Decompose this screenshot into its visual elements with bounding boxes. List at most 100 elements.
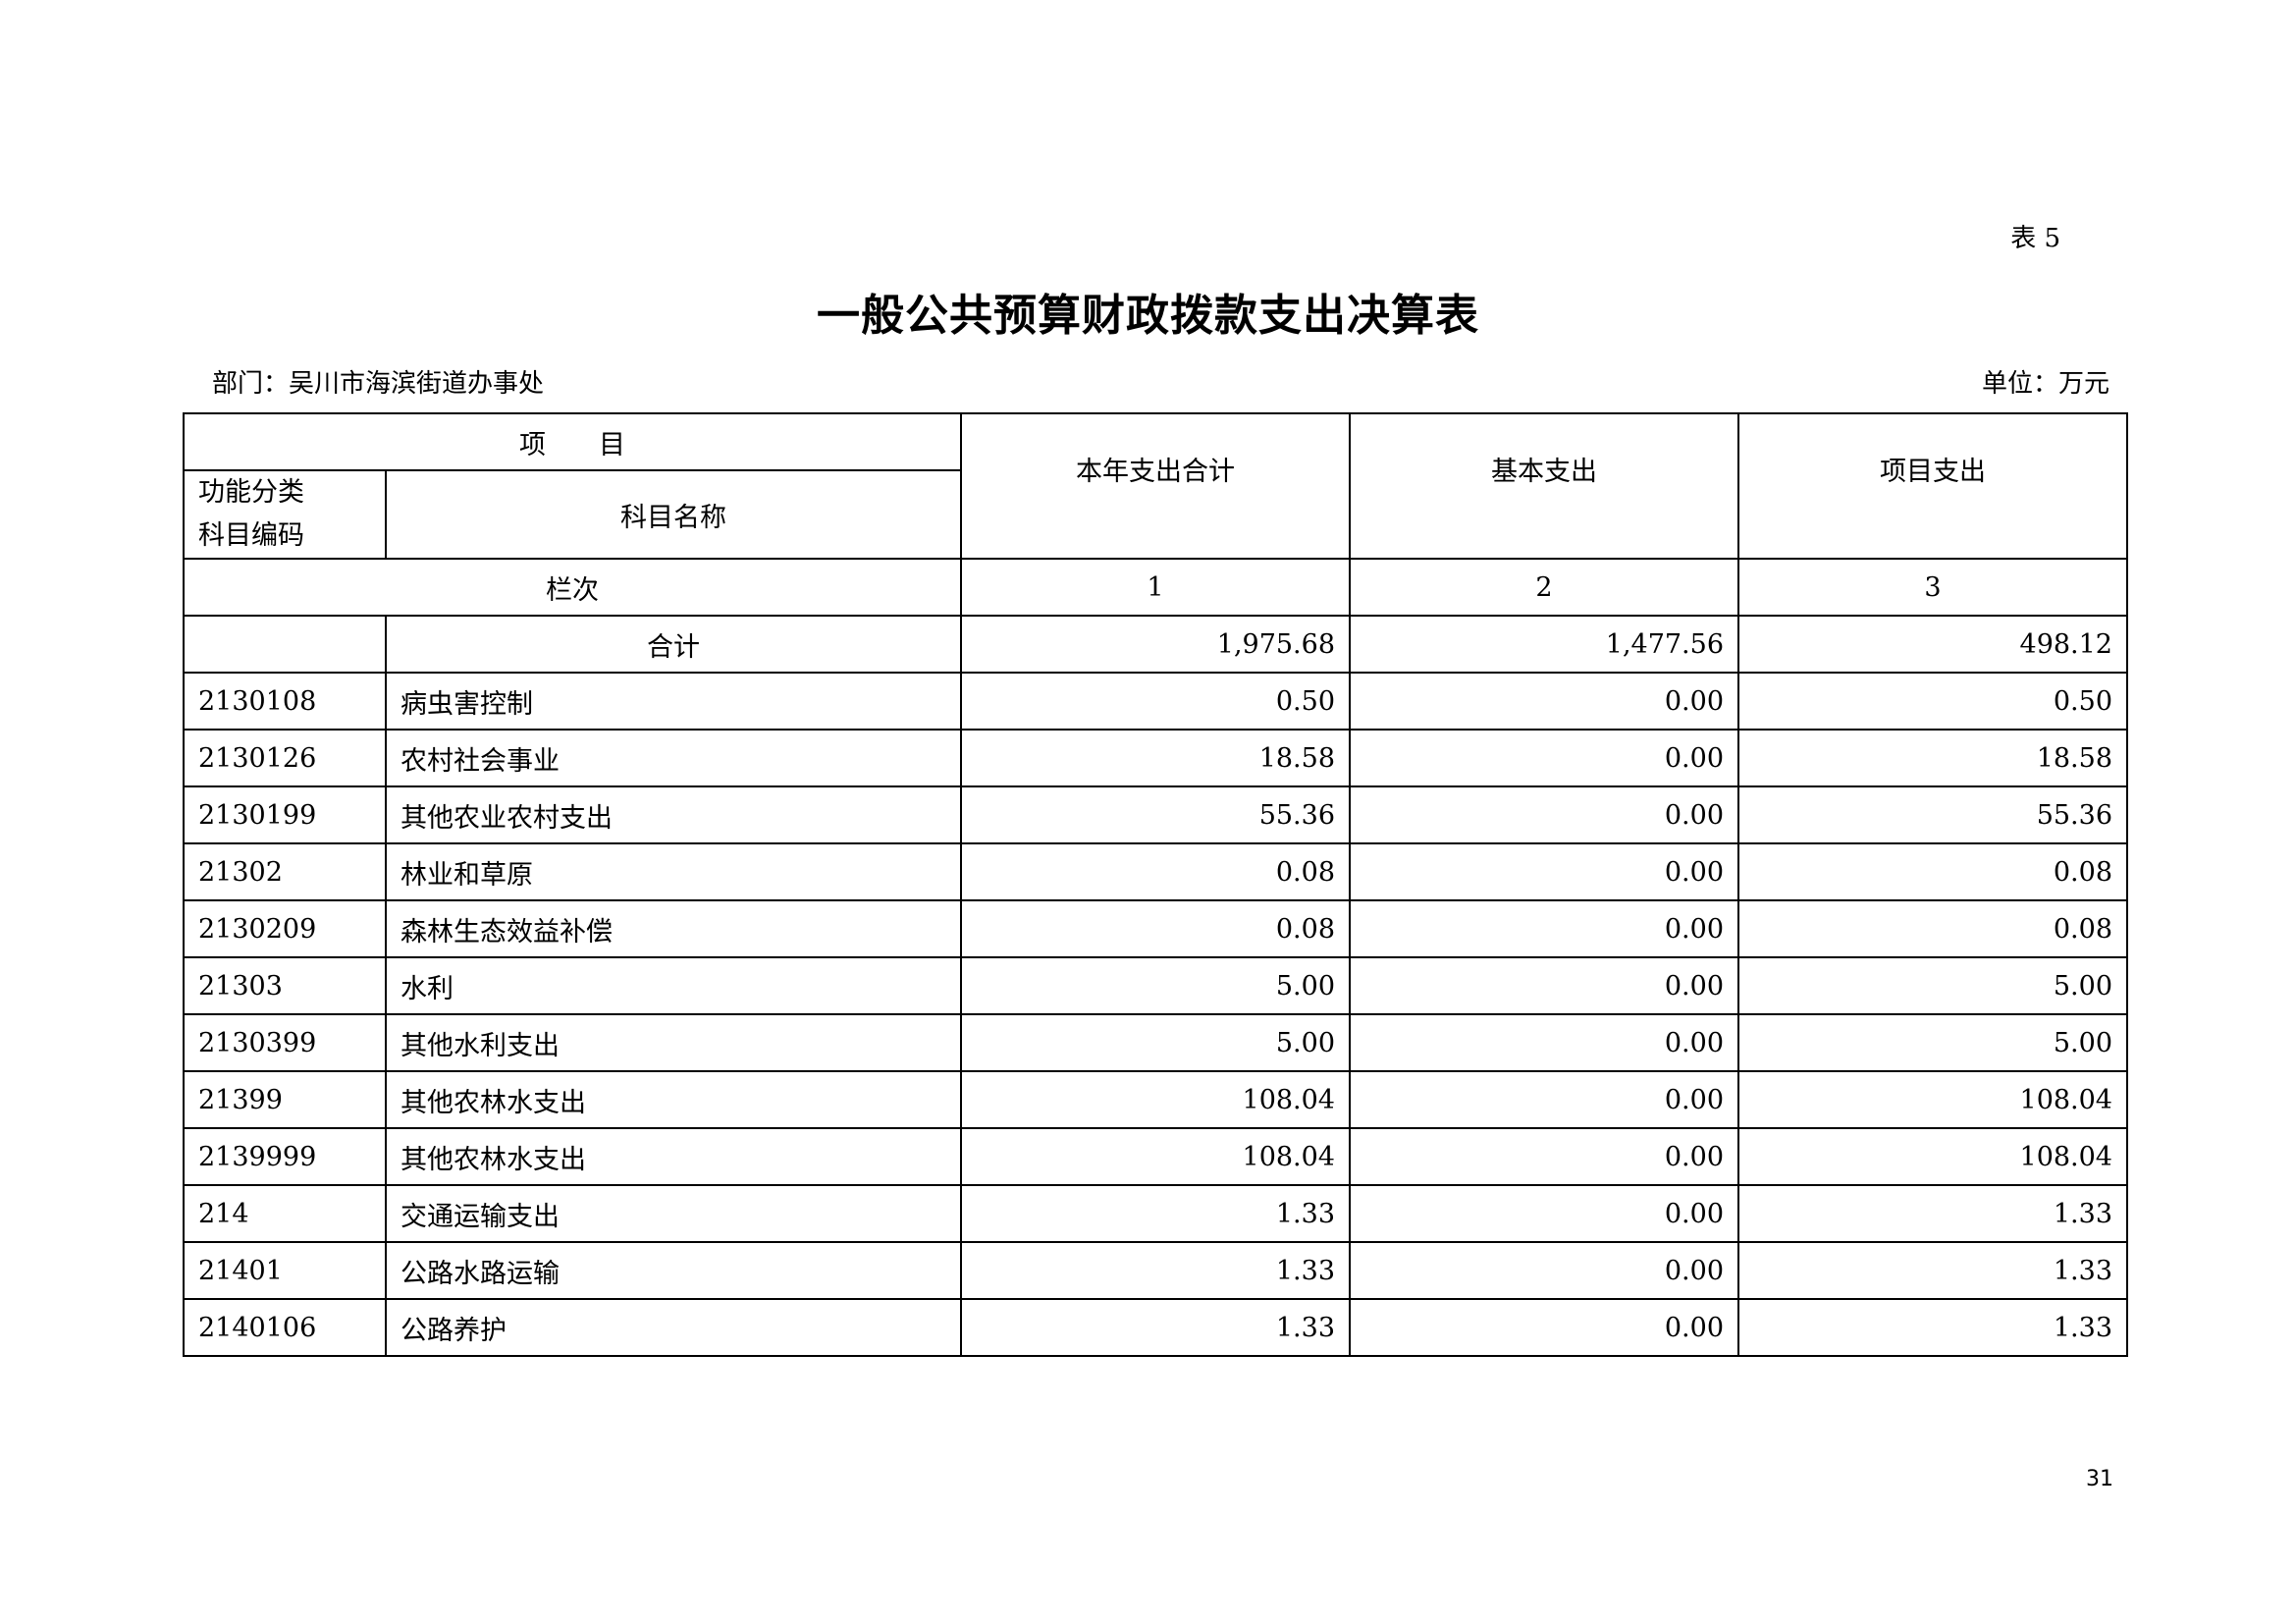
cell-name: 公路养护 [385, 1298, 962, 1357]
cell-project: 5.00 [1737, 1013, 2128, 1072]
index-col2: 2 [1349, 558, 1739, 617]
cell-total: 108.04 [960, 1070, 1351, 1129]
cell-code: 21401 [183, 1241, 387, 1300]
cell-project: 1.33 [1737, 1184, 2128, 1243]
table-row: 21302 林业和草原 0.08 0.00 0.08 [183, 842, 2128, 901]
table-row: 21401 公路水路运输 1.33 0.00 1.33 [183, 1241, 2128, 1300]
cell-project: 55.36 [1737, 785, 2128, 844]
cell-total: 1.33 [960, 1298, 1351, 1357]
code-header: 功能分类 科目编码 [183, 469, 387, 560]
cell-code: 2130199 [183, 785, 387, 844]
unit-label: 单位：万元 [1981, 369, 2109, 399]
table-row: 2130399 其他水利支出 5.00 0.00 5.00 [183, 1013, 2128, 1072]
cell-basic: 0.00 [1349, 729, 1739, 787]
cell-basic: 0.00 [1349, 956, 1739, 1015]
cell-project: 0.08 [1737, 842, 2128, 901]
project-header: 项目支出 [1737, 412, 2128, 560]
cell-name: 森林生态效益补偿 [385, 899, 962, 958]
table-row: 214 交通运输支出 1.33 0.00 1.33 [183, 1184, 2128, 1243]
table-row: 2130126 农村社会事业 18.58 0.00 18.58 [183, 729, 2128, 787]
page-number: 31 [2086, 1467, 2113, 1491]
cell-total: 0.08 [960, 842, 1351, 901]
basic-header: 基本支出 [1349, 412, 1739, 560]
cell-name: 其他农林水支出 [385, 1127, 962, 1186]
item-header: 项 目 [183, 412, 962, 471]
cell-code: 21303 [183, 956, 387, 1015]
code-header-line2: 科目编码 [198, 520, 304, 551]
cell-total: 18.58 [960, 729, 1351, 787]
cell-basic: 0.00 [1349, 1013, 1739, 1072]
cell-code: 21399 [183, 1070, 387, 1129]
table-label: 表 5 [2010, 224, 2060, 253]
total-code [183, 615, 387, 674]
cell-basic: 0.00 [1349, 1298, 1739, 1357]
cell-total: 0.08 [960, 899, 1351, 958]
page-title: 一般公共预算财政拨款支出决算表 [817, 291, 1479, 341]
cell-basic: 0.00 [1349, 1184, 1739, 1243]
cell-total: 108.04 [960, 1127, 1351, 1186]
index-col3: 3 [1737, 558, 2128, 617]
cell-basic: 0.00 [1349, 899, 1739, 958]
cell-total: 0.50 [960, 672, 1351, 731]
table-row: 2139999 其他农林水支出 108.04 0.00 108.04 [183, 1127, 2128, 1186]
cell-code: 2130209 [183, 899, 387, 958]
cell-name: 农村社会事业 [385, 729, 962, 787]
table-row: 2140106 公路养护 1.33 0.00 1.33 [183, 1298, 2128, 1357]
total-total: 1,975.68 [960, 615, 1351, 674]
cell-code: 2140106 [183, 1298, 387, 1357]
cell-code: 214 [183, 1184, 387, 1243]
total-basic: 1,477.56 [1349, 615, 1739, 674]
cell-basic: 0.00 [1349, 785, 1739, 844]
cell-project: 0.08 [1737, 899, 2128, 958]
cell-project: 0.50 [1737, 672, 2128, 731]
header-row-1: 项 目 本年支出合计 基本支出 项目支出 [183, 412, 2128, 560]
cell-total: 1.33 [960, 1241, 1351, 1300]
table-row: 2130199 其他农业农村支出 55.36 0.00 55.36 [183, 785, 2128, 844]
cell-name: 公路水路运输 [385, 1241, 962, 1300]
code-header-line1: 功能分类 [198, 477, 304, 508]
cell-project: 5.00 [1737, 956, 2128, 1015]
cell-code: 2130108 [183, 672, 387, 731]
cell-project: 108.04 [1737, 1070, 2128, 1129]
header-row-2: 功能分类科目编码 科目名称 [183, 469, 2127, 560]
cell-basic: 0.00 [1349, 1127, 1739, 1186]
cell-basic: 0.00 [1349, 1070, 1739, 1129]
total-row: 合计 1,975.68 1,477.56 498.12 [183, 615, 2128, 674]
index-col1: 1 [960, 558, 1351, 617]
cell-basic: 0.00 [1349, 672, 1739, 731]
cell-project: 108.04 [1737, 1127, 2128, 1186]
cell-total: 55.36 [960, 785, 1351, 844]
index-label: 栏次 [183, 558, 962, 617]
cell-name: 林业和草原 [385, 842, 962, 901]
total-header: 本年支出合计 [960, 412, 1351, 560]
table-row: 21303 水利 5.00 0.00 5.00 [183, 956, 2128, 1015]
cell-total: 1.33 [960, 1184, 1351, 1243]
table-row: 2130209 森林生态效益补偿 0.08 0.00 0.08 [183, 899, 2128, 958]
department-label: 部门：吴川市海滨街道办事处 [212, 369, 545, 399]
total-label: 合计 [385, 615, 962, 674]
cell-code: 2139999 [183, 1127, 387, 1186]
cell-total: 5.00 [960, 956, 1351, 1015]
cell-basic: 0.00 [1349, 1241, 1739, 1300]
table-row: 21399 其他农林水支出 108.04 0.00 108.04 [183, 1070, 2128, 1129]
total-project: 498.12 [1737, 615, 2128, 674]
cell-project: 18.58 [1737, 729, 2128, 787]
cell-name: 其他农业农村支出 [385, 785, 962, 844]
cell-code: 21302 [183, 842, 387, 901]
cell-name: 其他水利支出 [385, 1013, 962, 1072]
table-row: 2130108 病虫害控制 0.50 0.00 0.50 [183, 672, 2128, 731]
cell-total: 5.00 [960, 1013, 1351, 1072]
cell-name: 其他农林水支出 [385, 1070, 962, 1129]
cell-name: 病虫害控制 [385, 672, 962, 731]
cell-code: 2130126 [183, 729, 387, 787]
cell-project: 1.33 [1737, 1241, 2128, 1300]
cell-name: 交通运输支出 [385, 1184, 962, 1243]
cell-project: 1.33 [1737, 1298, 2128, 1357]
index-row: 栏次 1 2 3 [183, 558, 2128, 617]
expenditure-table: 项 目 本年支出合计 基本支出 项目支出 功能分类科目编码 科目名称 栏次 1 … [183, 412, 2128, 1357]
cell-name: 水利 [385, 956, 962, 1015]
cell-basic: 0.00 [1349, 842, 1739, 901]
cell-code: 2130399 [183, 1013, 387, 1072]
name-header: 科目名称 [385, 469, 962, 560]
